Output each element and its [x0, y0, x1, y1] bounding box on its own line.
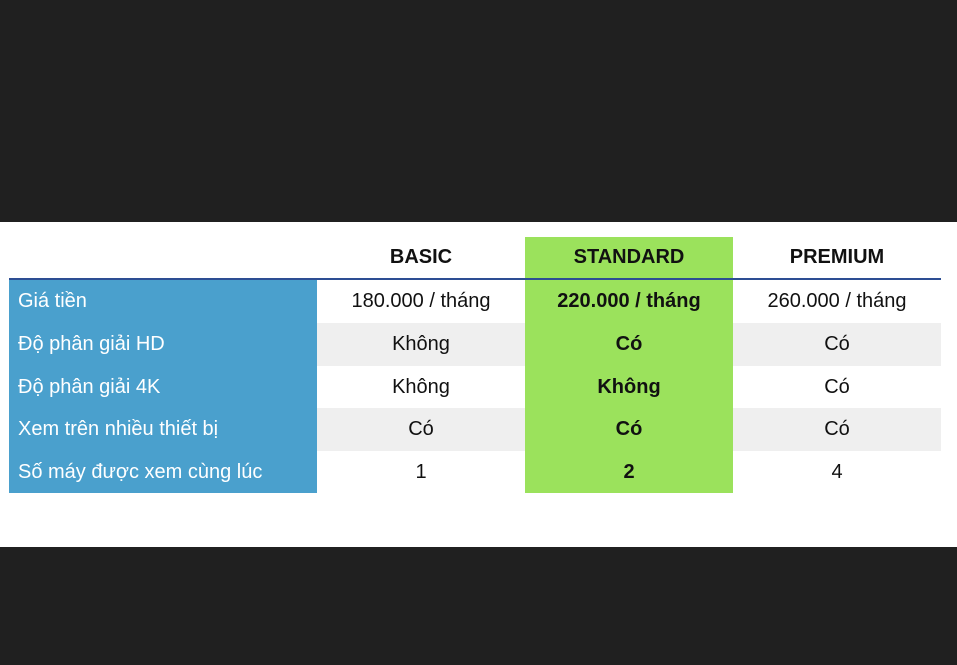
cell-premium-4k: Có	[824, 375, 850, 398]
comparison-panel: BASIC STANDARD PREMIUM Giá tiền 180.000 …	[0, 222, 957, 547]
cell-premium-price: 260.000 / tháng	[767, 290, 907, 312]
cell-premium-concurrent-screens: 4	[831, 460, 843, 483]
cell-basic-4k: Không	[392, 375, 450, 398]
column-header-standard: STANDARD	[525, 237, 733, 280]
cell-basic-multi-device: Có	[317, 408, 525, 451]
column-header-premium: PREMIUM	[733, 237, 941, 280]
cell-basic-price: 180.000 / tháng	[351, 290, 491, 312]
row-label-concurrent-screens: Số máy được xem cùng lúc	[9, 451, 317, 493]
cell-basic-hd: Không	[317, 323, 525, 366]
row-label-hd: Độ phân giải HD	[9, 323, 317, 366]
column-header-basic: BASIC	[317, 237, 525, 280]
cell-standard-4k: Không	[525, 366, 733, 408]
header-corner	[9, 237, 317, 280]
cell-premium-multi-device: Có	[733, 408, 941, 451]
row-label-4k: Độ phân giải 4K	[9, 366, 317, 408]
row-label-price: Giá tiền	[9, 280, 317, 323]
cell-standard-price: 220.000 / tháng	[525, 280, 733, 323]
cell-standard-multi-device: Có	[525, 408, 733, 451]
plan-comparison-table: BASIC STANDARD PREMIUM Giá tiền 180.000 …	[9, 237, 941, 493]
cell-basic-concurrent-screens: 1	[415, 460, 427, 483]
cell-standard-hd: Có	[525, 323, 733, 366]
row-label-multi-device: Xem trên nhiều thiết bị	[9, 408, 317, 451]
cell-premium-hd: Có	[733, 323, 941, 366]
cell-standard-concurrent-screens: 2	[525, 451, 733, 493]
